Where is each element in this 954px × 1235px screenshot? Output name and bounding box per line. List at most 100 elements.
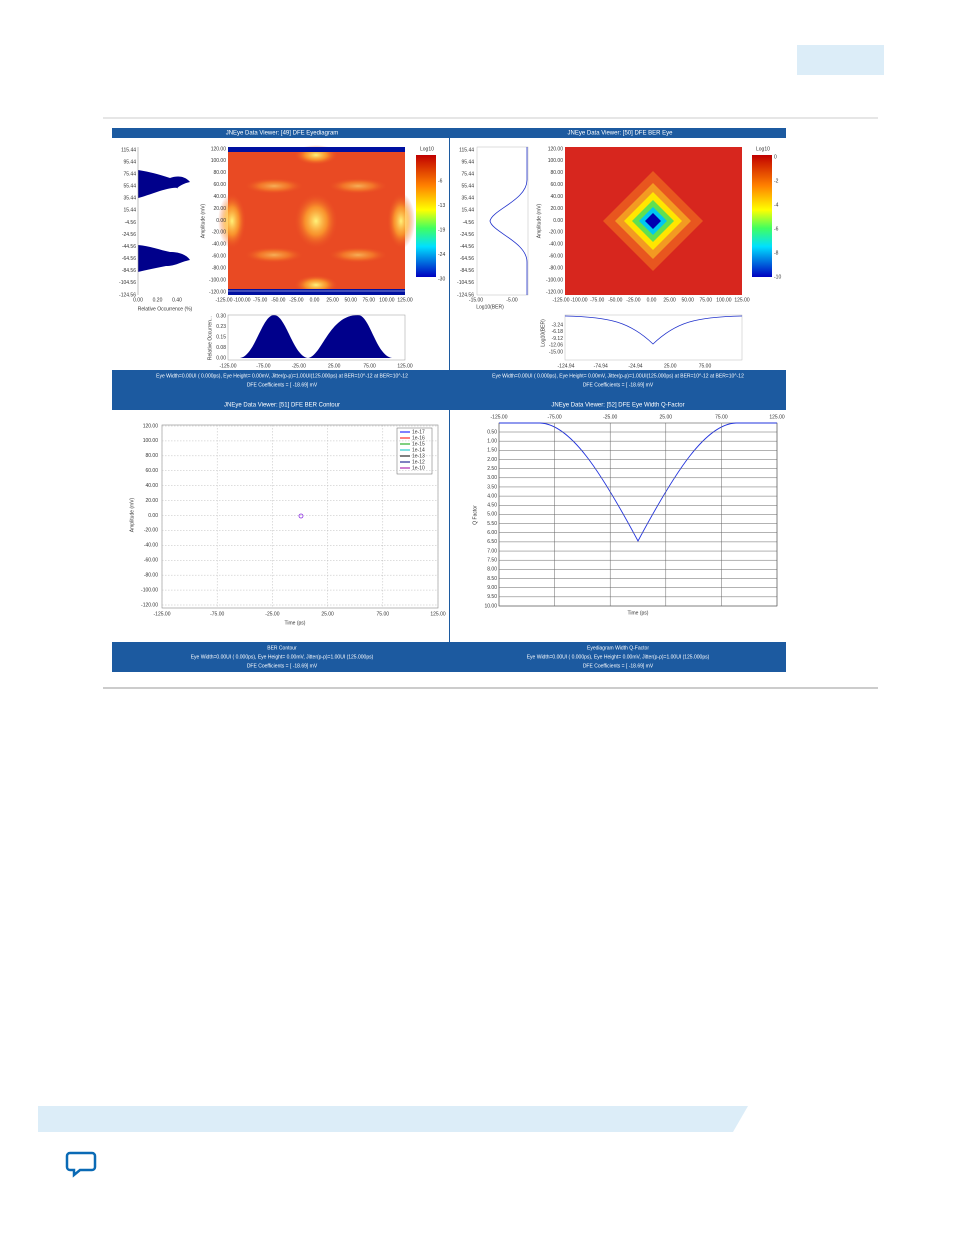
- panel-footer: Eye Width=0.00UI ( 0.000ps), Eye Height=…: [492, 373, 744, 379]
- axis-label: Time (ps): [628, 610, 649, 616]
- y-tick-label: 60.00: [550, 182, 563, 188]
- x-tick-label: -25.00: [603, 414, 617, 420]
- y-tick-label: 60.00: [213, 182, 226, 188]
- y-tick-label: -40.00: [549, 242, 563, 248]
- x-tick-label: 25.00: [326, 297, 339, 303]
- y-tick-label: -104.56: [119, 280, 136, 286]
- panel-footer: Eye Width=0.00UI ( 0.000ps), Eye Height=…: [156, 373, 408, 379]
- colorbar-label: -30: [438, 276, 445, 282]
- colorbar-label: -4: [774, 202, 779, 208]
- colorbar-label: -10: [774, 274, 781, 280]
- y-tick-label: -3.24: [552, 322, 564, 328]
- axis-label: Amplitude (mV): [536, 203, 542, 238]
- y-tick-label: 40.00: [213, 194, 226, 200]
- y-tick-label: 75.44: [461, 171, 474, 177]
- y-tick-label: -84.56: [460, 268, 474, 274]
- x-tick-label: 0.00: [310, 297, 320, 303]
- y-tick-label: 115.44: [459, 147, 474, 153]
- curve: [499, 422, 777, 542]
- y-tick-label: 1.50: [487, 448, 497, 454]
- panel-title: JNEye Data Viewer: [50] DFE BER Eye: [568, 131, 674, 137]
- y-tick-label: -80.00: [549, 265, 563, 271]
- y-tick-label: 0.00: [148, 513, 158, 519]
- y-tick-label: 3.00: [487, 475, 497, 481]
- axis-label: Log10(BER): [476, 304, 504, 310]
- y-tick-label: -4.56: [463, 220, 475, 226]
- x-tick-label: -75.00: [253, 297, 267, 303]
- legend-label: 1e-16: [412, 435, 425, 441]
- x-tick-label: 75.00: [700, 297, 713, 303]
- y-tick-label: -60.00: [549, 254, 563, 260]
- legend-label: 1e-15: [412, 441, 425, 447]
- colorbar-label: -19: [438, 227, 445, 233]
- panel-footer: DFE Coefficients = [ -18.69] mV: [583, 663, 654, 669]
- y-tick-label: 0.00: [553, 218, 563, 224]
- y-tick-label: -40.00: [212, 242, 226, 248]
- x-tick-label: -50.00: [271, 297, 285, 303]
- x-tick-label: 75.00: [377, 611, 390, 617]
- header-tab: [797, 45, 884, 75]
- y-tick-label: 115.44: [121, 147, 136, 153]
- x-tick-label: 25.00: [328, 363, 341, 369]
- y-tick-label: 20.00: [550, 206, 563, 212]
- axis-label: Log10: [420, 146, 434, 152]
- y-tick-label: 4.00: [487, 493, 497, 499]
- y-tick-label: -80.00: [144, 572, 158, 578]
- curve: [564, 315, 743, 345]
- curve: [489, 147, 528, 295]
- y-tick-label: -24.56: [460, 232, 474, 238]
- x-tick-label: -125.00: [216, 297, 233, 303]
- x-tick-label: -125.00: [154, 611, 171, 617]
- colorbar-label: -6: [774, 226, 779, 232]
- axis-label: Relative Occurren...: [207, 316, 213, 360]
- axis-label: Amplitude (mV): [200, 203, 206, 238]
- axis-label: Relative Occurrence (%): [138, 306, 193, 312]
- axis-label: Amplitude (mV): [129, 497, 135, 532]
- y-tick-label: 40.00: [550, 194, 563, 200]
- x-tick-label: 0.00: [647, 297, 657, 303]
- panel-footer: Eyediagram Width Q-Factor: [587, 645, 649, 651]
- x-tick-label: 25.00: [660, 414, 673, 420]
- y-tick-label: -60.00: [212, 254, 226, 260]
- y-tick-label: 5.00: [487, 512, 497, 518]
- axis-label: Log10(BER): [540, 319, 546, 347]
- colorbar: [752, 155, 772, 277]
- y-tick-label: 100.00: [143, 438, 159, 444]
- y-tick-label: -84.56: [122, 268, 136, 274]
- x-tick-label: -75.00: [210, 611, 224, 617]
- x-tick-label: 125.00: [430, 611, 446, 617]
- panel-footer: DFE Coefficients = [ -18.69] mV: [583, 382, 654, 388]
- y-tick-label: 95.44: [461, 159, 474, 165]
- y-tick-label: -124.56: [119, 292, 136, 298]
- y-tick-label: 15.44: [461, 208, 474, 214]
- y-tick-label: 1.00: [487, 438, 497, 444]
- y-tick-label: 55.44: [123, 184, 136, 190]
- panel-footer: DFE Coefficients = [ -18.69] mV: [247, 663, 318, 669]
- y-tick-label: -20.00: [212, 230, 226, 236]
- y-tick-label: 120.00: [211, 146, 227, 152]
- colorbar-label: -13: [438, 203, 445, 209]
- y-tick-label: 5.50: [487, 521, 497, 527]
- y-tick-label: 35.44: [123, 196, 136, 202]
- colorbar-label: -6: [438, 178, 443, 184]
- y-tick-label: -64.56: [122, 256, 136, 262]
- colorbar-label: -24: [438, 252, 445, 258]
- panel-footer: Eye Width=0.00UI ( 0.000ps), Eye Height=…: [191, 654, 374, 660]
- panel-footer: Eye Width=0.00UI ( 0.000ps), Eye Height=…: [527, 654, 710, 660]
- x-tick-label: 75.00: [363, 363, 376, 369]
- y-tick-label: 0.50: [487, 429, 497, 435]
- y-tick-label: -12.06: [549, 343, 563, 349]
- x-tick-label: 0.00: [133, 297, 143, 303]
- legend-label: 1e-14: [412, 447, 425, 453]
- y-tick-label: -120.00: [141, 602, 158, 608]
- y-tick-label: -100.00: [209, 277, 226, 283]
- y-tick-label: 7.00: [487, 548, 497, 554]
- y-tick-label: 9.50: [487, 594, 497, 600]
- x-tick-label: -75.00: [256, 363, 270, 369]
- y-tick-label: 2.50: [487, 466, 497, 472]
- colorbar-label: -2: [774, 178, 779, 184]
- feedback-icon[interactable]: [65, 1151, 97, 1178]
- panel-title: JNEye Data Viewer: [51] DFE BER Contour: [224, 403, 340, 409]
- diamond: [603, 171, 703, 271]
